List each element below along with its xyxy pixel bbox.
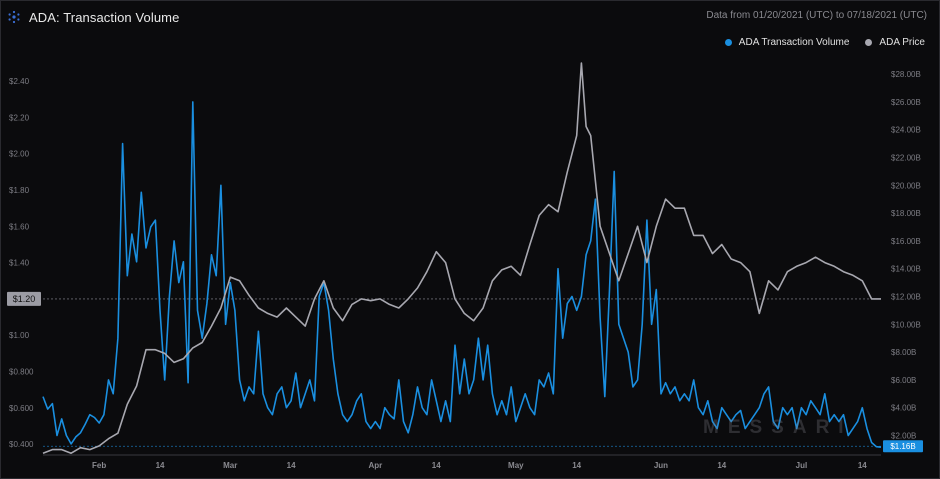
right-axis-tick-label: $24.00B	[891, 126, 921, 135]
right-axis-tick-label: $22.00B	[891, 154, 921, 163]
x-axis-tick-label: Jun	[654, 461, 668, 470]
right-axis-tick-label: $26.00B	[891, 98, 921, 107]
left-axis-tick-label: $1.80	[9, 186, 30, 195]
current-volume-marker	[883, 440, 923, 453]
volume-series-line	[42, 101, 882, 448]
x-axis-tick-label: 14	[858, 461, 867, 470]
x-axis-tick-label: 14	[156, 461, 165, 470]
right-axis-tick-label: $14.00B	[891, 265, 921, 274]
left-axis-tick-label: $2.20	[9, 113, 30, 122]
x-axis-tick-label: Mar	[223, 461, 237, 470]
right-axis-tick-label: $12.00B	[891, 293, 921, 302]
current-volume-label: $1.16B	[890, 442, 915, 451]
legend-dot-volume	[724, 39, 732, 46]
right-axis-tick-label: $16.00B	[891, 237, 921, 246]
x-axis-tick-label: May	[508, 461, 524, 470]
date-range-label: Data from 01/20/2021 (UTC) to 07/18/2021…	[706, 10, 927, 21]
current-price-marker	[7, 291, 41, 306]
x-axis-tick-label: Apr	[369, 461, 383, 470]
left-axis-tick-label: $1.40	[9, 259, 30, 268]
left-axis-tick-label: $0.800	[9, 368, 34, 377]
right-axis-tick-label: $4.00B	[891, 404, 916, 413]
right-axis-tick-label: $2.00B	[891, 432, 916, 441]
right-axis-tick-label: $20.00B	[891, 181, 921, 190]
legend-item-volume[interactable]: ADA Transaction Volume	[724, 37, 850, 48]
legend-label-price: ADA Price	[879, 37, 925, 48]
x-axis-tick-label: 14	[432, 461, 441, 470]
x-axis-tick-label: Jul	[796, 461, 808, 470]
right-axis-tick-label: $18.00B	[891, 209, 921, 218]
left-axis-tick-label: $2.00	[9, 150, 30, 159]
price-series-line	[42, 62, 881, 455]
x-axis-tick-label: 14	[572, 461, 581, 470]
x-axis-tick-label: Feb	[92, 461, 106, 470]
chart-title: ADA: Transaction Volume	[29, 9, 180, 25]
chart-legend: ADA Transaction Volume ADA Price	[724, 37, 925, 48]
left-axis-tick-label: $0.400	[9, 440, 34, 449]
right-axis-tick-label: $28.00B	[891, 70, 921, 79]
cardano-logo-icon	[8, 10, 20, 24]
left-axis-tick-label: $1.60	[9, 222, 30, 231]
legend-label-volume: ADA Transaction Volume	[738, 37, 850, 48]
right-axis-tick-label: $8.00B	[891, 348, 916, 357]
chart-header: ADA: Transaction Volume Data from 01/20/…	[7, 7, 933, 27]
left-axis-tick-label: $2.40	[9, 77, 30, 86]
current-price-label: $1.20	[13, 294, 36, 304]
right-axis-tick-label: $6.00B	[891, 376, 916, 385]
x-axis-tick-label: 14	[287, 461, 296, 470]
legend-item-price[interactable]: ADA Price	[865, 37, 925, 48]
left-axis-tick-label: $1.00	[9, 331, 30, 340]
x-axis-tick-label: 14	[717, 461, 726, 470]
right-axis-tick-label: $10.00B	[891, 320, 921, 329]
legend-dot-price	[865, 39, 873, 46]
messari-watermark: MESSARI	[703, 417, 853, 438]
left-axis-tick-label: $0.600	[9, 404, 34, 413]
